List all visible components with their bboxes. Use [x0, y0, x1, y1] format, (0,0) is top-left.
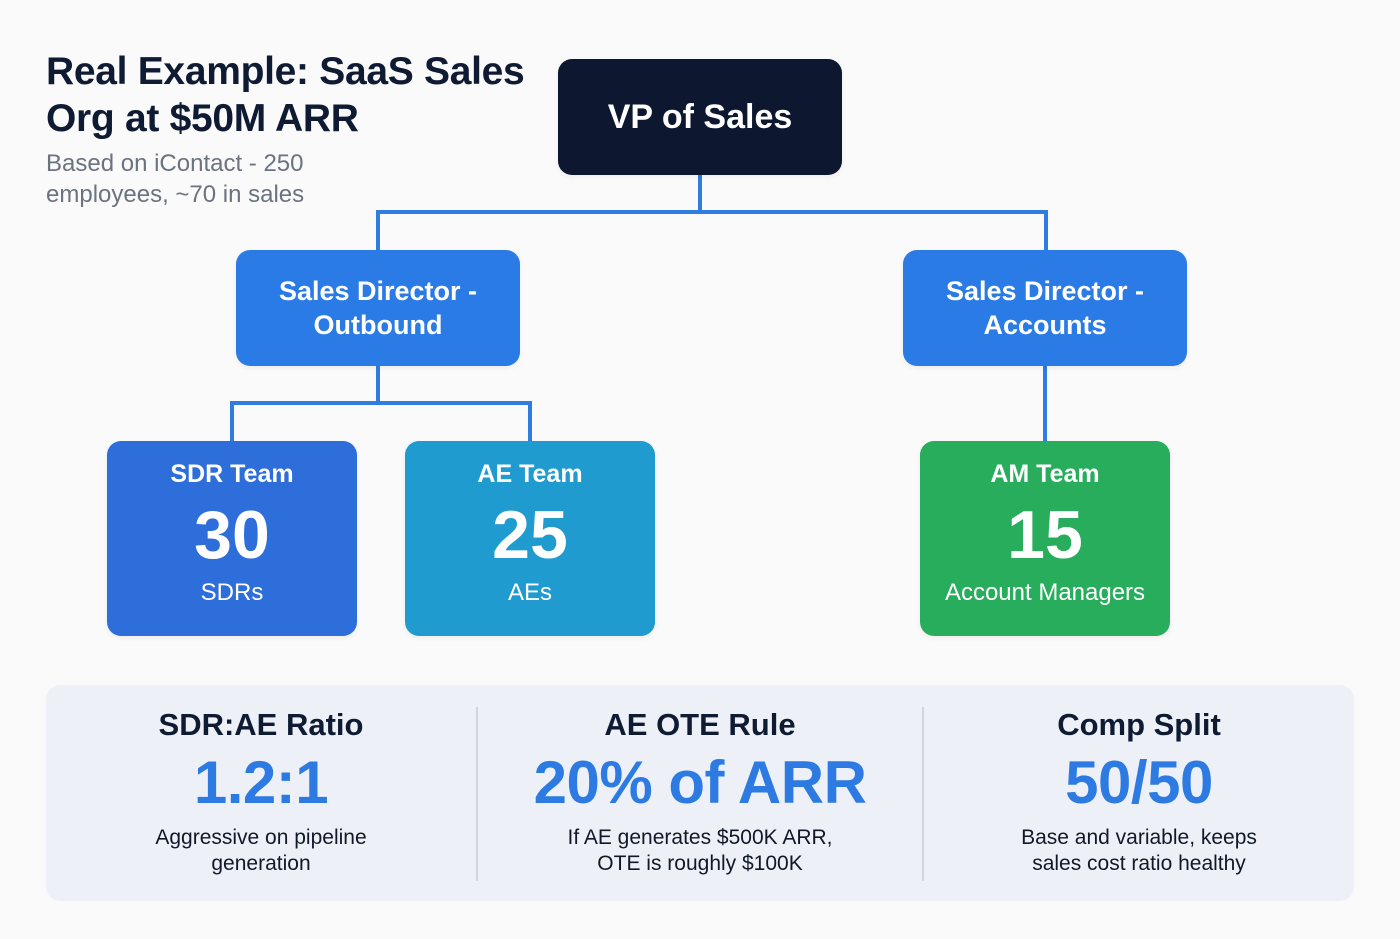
stat-description: Base and variable, keeps sales cost rati… — [1021, 826, 1257, 875]
team-unit: SDRs — [200, 579, 264, 606]
stat-value: 50/50 — [1065, 749, 1213, 816]
stat-value: 20% of ARR — [533, 749, 867, 816]
connector-to-sdr-team — [230, 401, 234, 441]
connector-to-director-accounts — [1044, 210, 1048, 250]
team-name: AE Team — [477, 460, 583, 488]
stat-heading: Comp Split — [1057, 707, 1221, 742]
team-name: SDR Team — [170, 460, 294, 488]
node-am-team: AM Team 15 Account Managers — [920, 441, 1170, 636]
stats-divider — [476, 707, 478, 881]
stat-heading: SDR:AE Ratio — [158, 707, 364, 742]
stat-heading: AE OTE Rule — [604, 707, 796, 742]
connector-outbound-horizontal — [230, 401, 532, 405]
stat-comp-split: Comp Split 50/50 Base and variable, keep… — [924, 685, 1354, 901]
team-unit: Account Managers — [944, 579, 1146, 606]
stats-divider — [922, 707, 924, 881]
node-label: Sales Director - Outbound — [278, 276, 478, 340]
node-vp-of-sales: VP of Sales — [558, 59, 842, 175]
node-label: VP of Sales — [607, 97, 793, 136]
page-subtitle: Based on iContact - 250 employees, ~70 i… — [46, 150, 305, 208]
connector-vp-horizontal — [376, 210, 1048, 214]
team-headcount: 30 — [194, 497, 270, 573]
connector-vp-down — [698, 175, 702, 213]
team-headcount: 25 — [492, 497, 568, 573]
connector-to-director-outbound — [376, 210, 380, 250]
connector-to-am-team — [1043, 366, 1047, 441]
node-director-accounts: Sales Director - Accounts — [903, 250, 1187, 366]
node-label: Sales Director - Accounts — [945, 276, 1145, 340]
stat-description: Aggressive on pipeline generation — [155, 826, 367, 875]
stat-description: If AE generates $500K ARR, OTE is roughl… — [567, 826, 833, 875]
node-sdr-team: SDR Team 30 SDRs — [107, 441, 357, 636]
node-director-outbound: Sales Director - Outbound — [236, 250, 520, 366]
team-unit: AEs — [507, 579, 552, 606]
team-headcount: 15 — [1007, 497, 1083, 573]
stat-ae-ote-rule: AE OTE Rule 20% of ARR If AE generates $… — [478, 685, 922, 901]
page-title: Real Example: SaaS Sales Org at $50M ARR — [46, 50, 525, 140]
team-name: AM Team — [990, 460, 1100, 488]
connector-to-ae-team — [528, 401, 532, 441]
stat-value: 1.2:1 — [193, 749, 329, 816]
node-ae-team: AE Team 25 AEs — [405, 441, 655, 636]
connector-outbound-down — [376, 366, 380, 404]
stat-sdr-ae-ratio: SDR:AE Ratio 1.2:1 Aggressive on pipelin… — [46, 685, 476, 901]
stats-panel: SDR:AE Ratio 1.2:1 Aggressive on pipelin… — [46, 685, 1354, 901]
